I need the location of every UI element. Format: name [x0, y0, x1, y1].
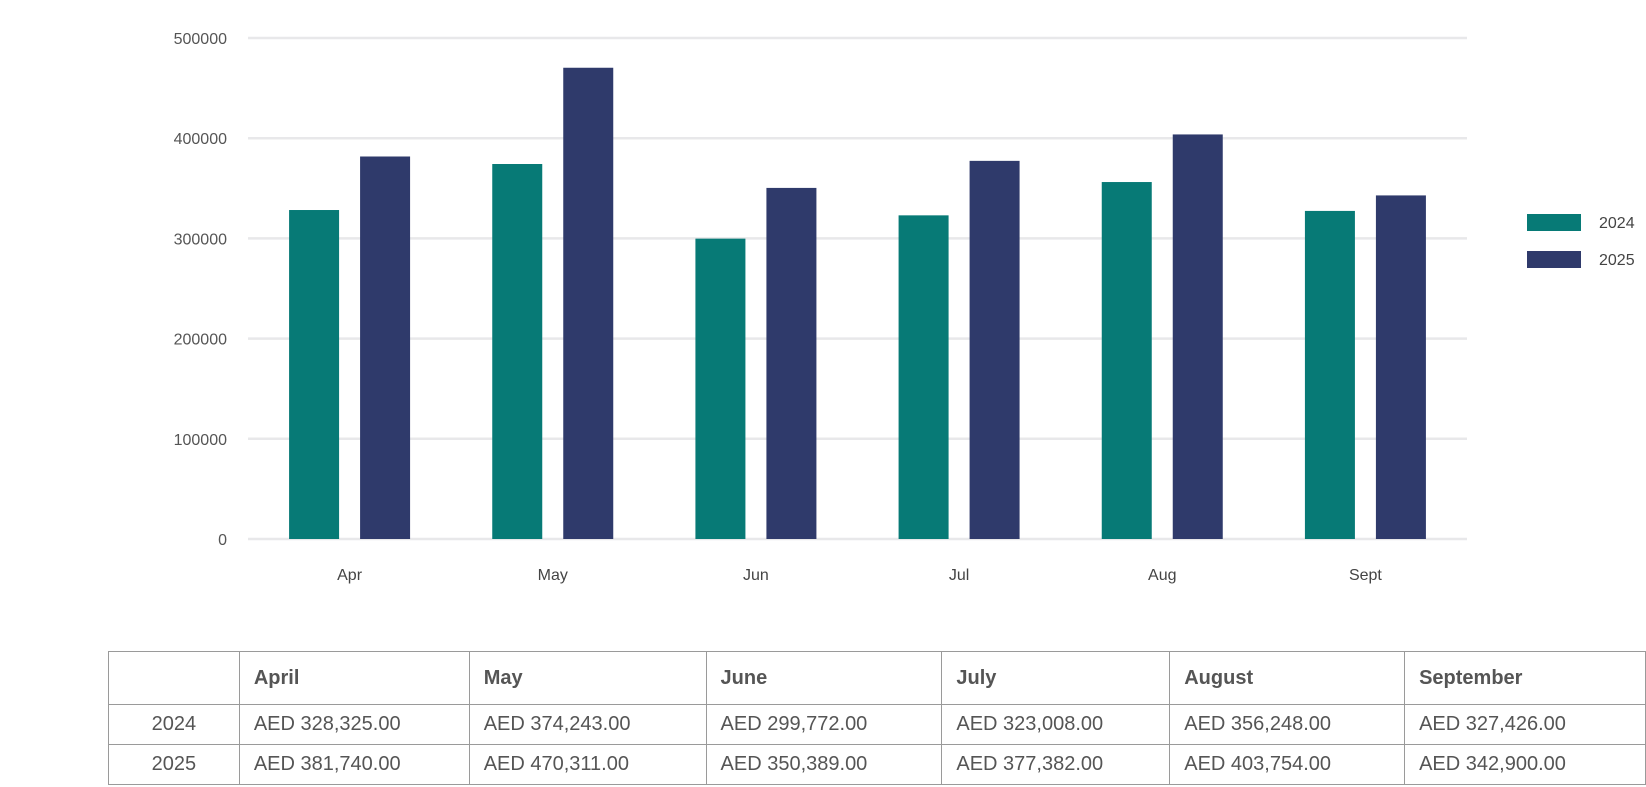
y-tick-label: 100000 — [174, 432, 227, 449]
x-tick-label: Apr — [337, 567, 363, 584]
table-header-row: April May June July August September — [108, 651, 1646, 705]
y-tick-label: 200000 — [174, 332, 227, 349]
header-cell: May — [468, 651, 707, 705]
row-label: 2025 — [108, 744, 240, 785]
table-cell: AED 342,900.00 — [1404, 744, 1646, 785]
table-cell: AED 327,426.00 — [1404, 704, 1646, 745]
bar-2024-sept — [1304, 210, 1355, 540]
grid-lines — [248, 36, 1467, 541]
table-cell: AED 470,311.00 — [468, 744, 707, 785]
data-table: April May June July August September 202… — [108, 651, 1646, 785]
bar-2024-jul — [898, 215, 949, 539]
table-cell: AED 299,772.00 — [705, 704, 943, 745]
bar-chart: 0 100000 200000 300000 400000 500000 Apr May Ju… — [174, 31, 1635, 584]
header-cell: September — [1404, 651, 1646, 705]
table-row: 2025 AED 381,740.00 AED 470,311.00 AED 3… — [108, 744, 1646, 785]
bar-2025-jul — [969, 160, 1020, 540]
legend-swatch-2024 — [1527, 214, 1581, 231]
bar-2025-jun — [766, 187, 817, 539]
x-tick-label: Sept — [1349, 567, 1382, 584]
bar-2024-jun — [695, 238, 746, 539]
table-cell: AED 374,243.00 — [468, 704, 707, 745]
y-tick-label: 300000 — [174, 231, 227, 248]
bar-2025-sept — [1375, 195, 1426, 540]
bar-2024-may — [492, 164, 543, 539]
header-cell: July — [941, 651, 1171, 705]
bar-2024-aug — [1101, 182, 1152, 540]
y-tick-label: 0 — [218, 532, 227, 549]
bar-2025-apr — [360, 156, 411, 539]
table-row: 2024 AED 328,325.00 AED 374,243.00 AED 2… — [108, 704, 1646, 745]
header-cell: August — [1169, 651, 1406, 705]
table-cell: AED 381,740.00 — [238, 744, 470, 785]
x-axis-ticks: Apr May Jun Jul Aug Sept — [337, 567, 1382, 584]
x-tick-label: Aug — [1148, 567, 1176, 584]
header-cell: June — [705, 651, 943, 705]
table-cell: AED 403,754.00 — [1169, 744, 1406, 785]
legend: 2024 2025 — [1527, 214, 1635, 269]
bar-2024-apr — [289, 210, 340, 539]
table-cell: AED 350,389.00 — [705, 744, 943, 785]
table-cell: AED 356,248.00 — [1169, 704, 1406, 745]
y-tick-label: 500000 — [174, 31, 227, 48]
y-tick-label: 400000 — [174, 131, 227, 148]
bar-2025-may — [563, 67, 614, 539]
bars — [289, 67, 1426, 540]
legend-swatch-2025 — [1527, 251, 1581, 268]
table-cell: AED 328,325.00 — [238, 704, 470, 745]
x-tick-label: May — [538, 567, 568, 584]
header-cell: April — [238, 651, 470, 705]
bar-2025-aug — [1172, 134, 1223, 540]
header-cell-empty — [108, 651, 240, 705]
table-cell: AED 377,382.00 — [941, 744, 1171, 785]
legend-label-2025: 2025 — [1599, 252, 1635, 269]
y-axis-ticks: 0 100000 200000 300000 400000 500000 — [174, 31, 227, 549]
x-tick-label: Jun — [743, 567, 769, 584]
x-tick-label: Jul — [949, 567, 969, 584]
row-label: 2024 — [108, 704, 240, 745]
table-cell: AED 323,008.00 — [941, 704, 1171, 745]
legend-label-2024: 2024 — [1599, 215, 1635, 232]
